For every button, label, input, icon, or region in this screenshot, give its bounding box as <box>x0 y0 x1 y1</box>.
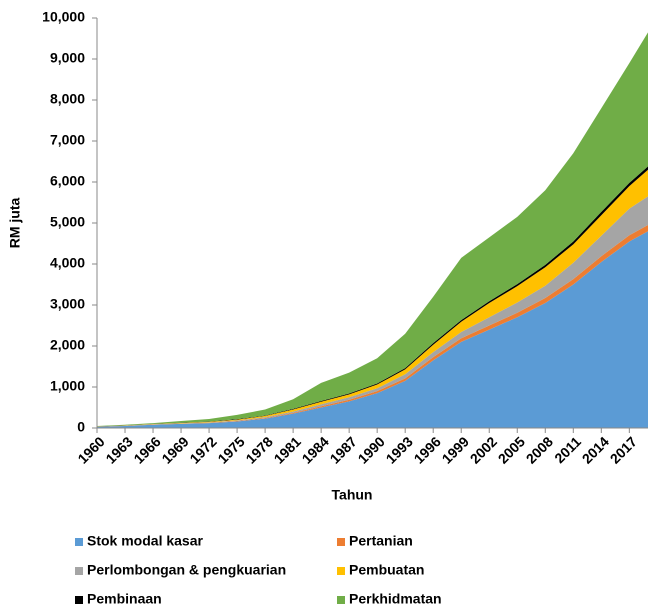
x-tick-label: 1996 <box>411 433 444 466</box>
y-tick-label: 2,000 <box>50 337 85 353</box>
legend-label: Stok modal kasar <box>87 533 203 549</box>
legend-label: Pembuatan <box>349 562 424 578</box>
legend-label: Pertanian <box>349 533 413 549</box>
y-tick-label: 0 <box>77 419 85 435</box>
x-tick-label: 1984 <box>299 433 332 466</box>
legend-label: Perkhidmatan <box>349 591 442 606</box>
y-tick-label: 3,000 <box>50 296 85 312</box>
x-tick-label: 1978 <box>242 433 275 466</box>
y-tick-label: 6,000 <box>50 173 85 189</box>
x-tick-label: 1972 <box>186 433 219 466</box>
x-tick-label: 1966 <box>130 433 163 466</box>
x-tick-label: 2005 <box>495 433 528 466</box>
x-tick-label: 1990 <box>355 433 388 466</box>
y-tick-label: 5,000 <box>50 214 85 230</box>
x-tick-label: 1969 <box>158 433 191 466</box>
x-tick-label: 2002 <box>467 433 500 466</box>
legend-swatch <box>75 596 83 604</box>
legend-swatch <box>337 567 345 575</box>
x-tick-label: 2008 <box>523 433 556 466</box>
x-tick-label: 2017 <box>607 433 640 466</box>
x-tick-label: 1963 <box>102 433 135 466</box>
legend-swatch <box>337 538 345 546</box>
x-tick-label: 1987 <box>327 433 360 466</box>
x-axis-title: Tahun <box>332 487 373 503</box>
y-tick-label: 7,000 <box>50 132 85 148</box>
x-tick-label: 2011 <box>551 433 584 466</box>
x-tick-label: 1993 <box>383 433 416 466</box>
y-axis-title: RM juta <box>7 198 23 249</box>
legend-label: Pembinaan <box>87 591 162 606</box>
x-tick-label: 1999 <box>439 433 472 466</box>
x-tick-label: 1981 <box>271 433 304 466</box>
y-tick-label: 1,000 <box>50 378 85 394</box>
area <box>97 32 648 427</box>
y-tick-label: 9,000 <box>50 50 85 66</box>
y-tick-label: 10,000 <box>42 9 85 25</box>
legend-swatch <box>337 596 345 604</box>
x-tick-label: 2014 <box>579 433 612 466</box>
y-tick-label: 4,000 <box>50 255 85 271</box>
area <box>97 231 648 428</box>
legend-swatch <box>75 567 83 575</box>
x-tick-label: 1960 <box>74 433 107 466</box>
legend-label: Perlombongan & pengkuarian <box>87 562 286 578</box>
x-tick-label: 1975 <box>214 433 247 466</box>
legend-swatch <box>75 538 83 546</box>
y-tick-label: 8,000 <box>50 91 85 107</box>
